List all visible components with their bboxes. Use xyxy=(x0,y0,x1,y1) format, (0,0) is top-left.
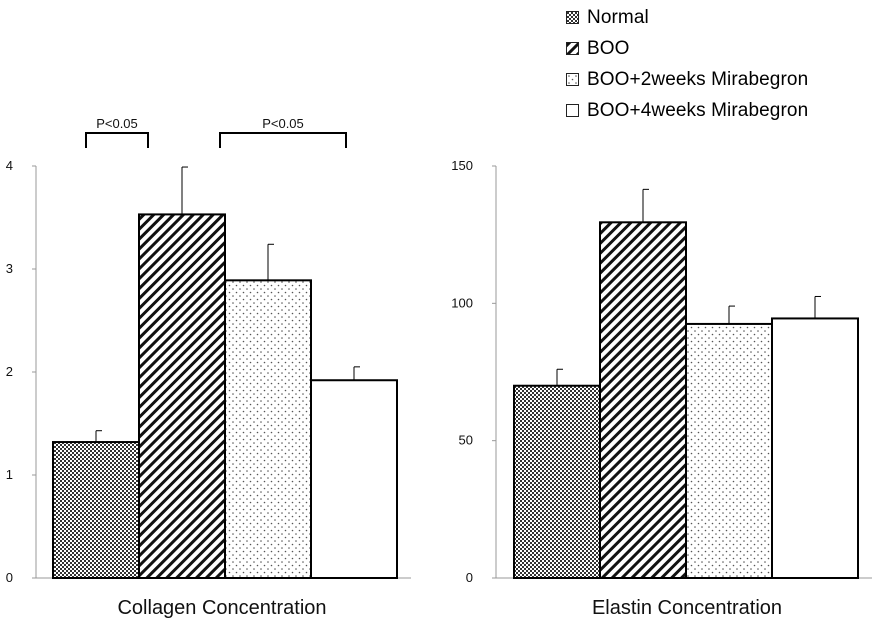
bar-4 xyxy=(771,317,859,579)
significance-label: P<0.05 xyxy=(96,116,138,131)
legend-swatch-boo-4weeks xyxy=(566,104,579,117)
bar-2 xyxy=(599,221,687,579)
y-tick-label: 2 xyxy=(6,364,13,379)
bar-1 xyxy=(513,384,601,579)
legend-label: BOO+2weeks Mirabegron xyxy=(587,68,809,90)
legend-swatch-boo xyxy=(566,42,579,55)
x-axis-label: Elastin Concentration xyxy=(592,597,782,619)
legend-label: BOO+4weeks Mirabegron xyxy=(587,99,809,121)
y-tick-label: 0 xyxy=(466,570,473,585)
x-axis-label: Collagen Concentration xyxy=(117,597,326,619)
legend-swatch-normal xyxy=(566,11,579,24)
legend-item-boo-4weeks: BOO+4weeks Mirabegron xyxy=(566,95,808,126)
y-tick-label: 0 xyxy=(6,570,13,585)
legend-item-boo: BOO xyxy=(566,33,808,64)
y-tick-label: 1 xyxy=(6,467,13,482)
legend-swatch-boo-2weeks xyxy=(566,73,579,86)
bar-3 xyxy=(224,279,312,579)
elastin-chart: 0 50 100 150 Elastin Concentration xyxy=(451,158,872,619)
legend-item-boo-2weeks: BOO+2weeks Mirabegron xyxy=(566,64,808,95)
collagen-chart: 0 1 2 3 4 P<0.05 P<0.05 Collagen Concentration xyxy=(6,116,411,619)
y-tick-label: 100 xyxy=(451,295,473,310)
legend-item-normal: Normal xyxy=(566,2,808,33)
significance-bracket xyxy=(85,132,149,148)
y-tick-label: 4 xyxy=(6,158,13,173)
bar-3 xyxy=(685,322,773,579)
y-tick-label: 3 xyxy=(6,261,13,276)
legend: Normal BOO BOO+2weeks Mirabegron BOO+4we… xyxy=(566,2,808,126)
y-tick-label: 150 xyxy=(451,158,473,173)
bar-1 xyxy=(52,441,140,580)
bar-4 xyxy=(310,379,398,579)
legend-label: BOO xyxy=(587,37,630,59)
y-tick-label: 50 xyxy=(459,433,473,448)
significance-bracket xyxy=(219,132,347,148)
bar-2 xyxy=(138,213,226,579)
legend-label: Normal xyxy=(587,6,649,28)
significance-label: P<0.05 xyxy=(262,116,304,131)
